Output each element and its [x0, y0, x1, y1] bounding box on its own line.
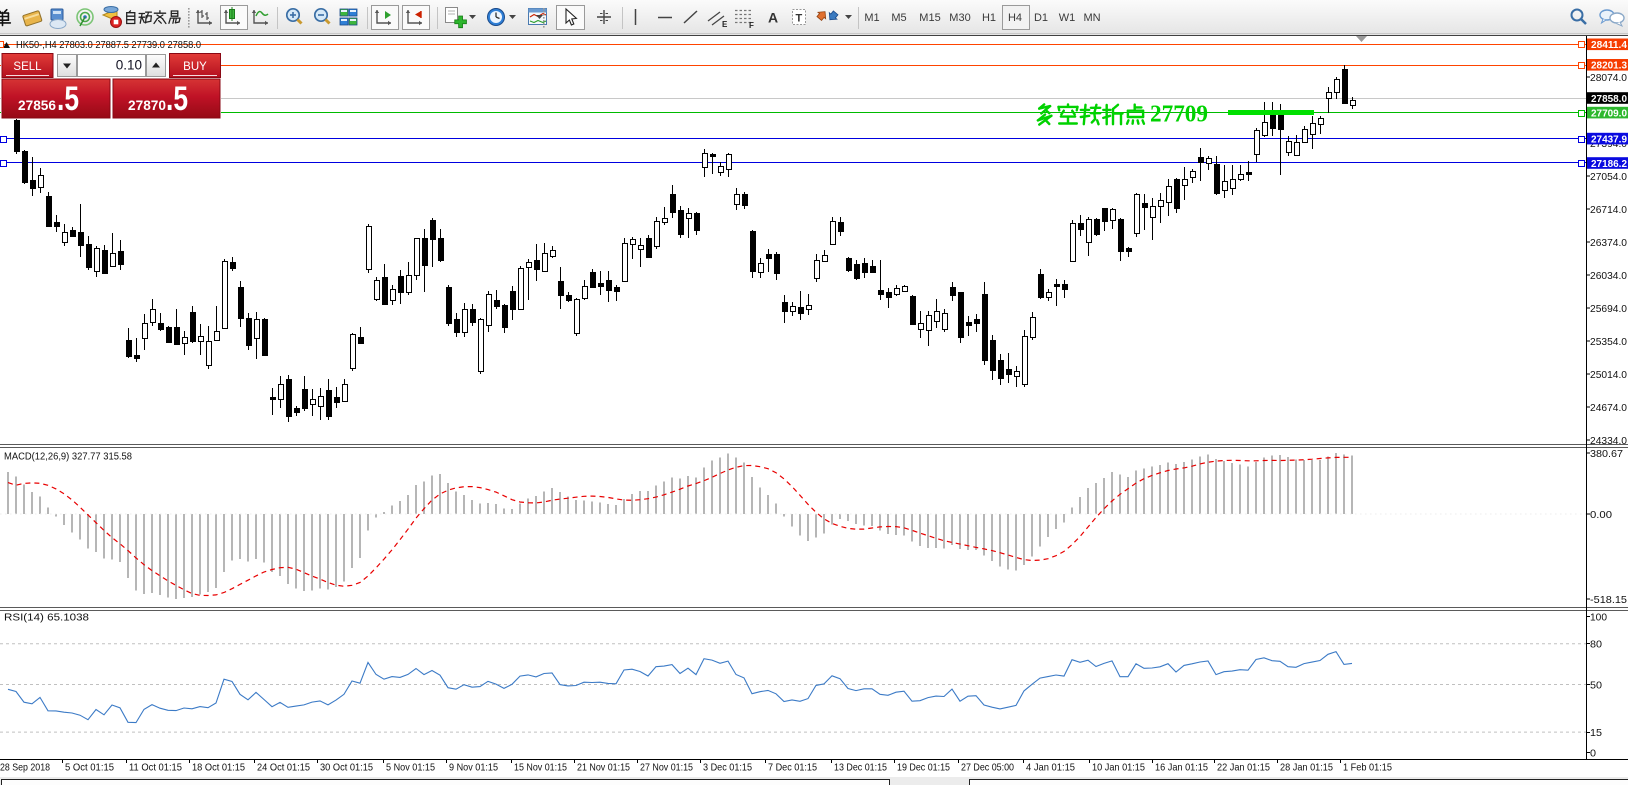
svg-text:0.00: 0.00	[1590, 509, 1612, 521]
svg-text:W1: W1	[1059, 12, 1076, 24]
svg-text:27054.0: 27054.0	[1590, 171, 1627, 183]
svg-text:SELL: SELL	[13, 61, 42, 73]
svg-text:27 Dec 05:00: 27 Dec 05:00	[961, 762, 1014, 774]
svg-text:27858.0: 27858.0	[1591, 93, 1627, 105]
svg-text:24674.0: 24674.0	[1590, 402, 1627, 414]
svg-text:M1: M1	[864, 12, 879, 24]
svg-text:M15: M15	[919, 12, 940, 24]
svg-text:18 Oct 01:15: 18 Oct 01:15	[192, 762, 245, 774]
svg-text:100: 100	[1590, 611, 1607, 623]
svg-text:27 Nov 01:15: 27 Nov 01:15	[640, 762, 693, 774]
svg-text:9 Nov 01:15: 9 Nov 01:15	[449, 762, 498, 774]
svg-text:27186.2: 27186.2	[1591, 158, 1627, 170]
svg-text:11 Oct 01:15: 11 Oct 01:15	[129, 762, 182, 774]
svg-text:7 Dec 01:15: 7 Dec 01:15	[768, 762, 817, 774]
svg-text:26034.0: 26034.0	[1590, 270, 1627, 282]
svg-text:M5: M5	[891, 12, 906, 24]
svg-text:27437.9: 27437.9	[1591, 134, 1627, 146]
svg-text:28074.0: 28074.0	[1590, 72, 1627, 84]
svg-text:HK50-,H4 27803.0 27887.5 2773: HK50-,H4 27803.0 27887.5 27739.0 27858.0	[16, 39, 201, 51]
svg-text:25694.0: 25694.0	[1590, 303, 1627, 315]
svg-text:A: A	[768, 10, 778, 26]
svg-text:3 Dec 01:15: 3 Dec 01:15	[703, 762, 752, 774]
svg-text:24334.0: 24334.0	[1590, 435, 1627, 447]
svg-text:50: 50	[1590, 679, 1602, 691]
svg-text:H1: H1	[982, 12, 996, 24]
svg-text:0: 0	[1590, 747, 1596, 759]
svg-text:.5: .5	[57, 80, 79, 118]
svg-text:27870: 27870	[128, 98, 166, 113]
svg-text:13 Dec 01:15: 13 Dec 01:15	[834, 762, 887, 774]
svg-text:25354.0: 25354.0	[1590, 336, 1627, 348]
svg-text:30 Oct 01:15: 30 Oct 01:15	[320, 762, 373, 774]
svg-text:10 Jan 01:15: 10 Jan 01:15	[1092, 762, 1145, 774]
svg-text:15 Nov 01:15: 15 Nov 01:15	[514, 762, 567, 774]
svg-text:M30: M30	[949, 12, 970, 24]
svg-text:MACD(12,26,9) 327.77 315.58: MACD(12,26,9) 327.77 315.58	[4, 452, 132, 463]
svg-text:BUY: BUY	[183, 61, 207, 73]
svg-text:F: F	[749, 21, 754, 30]
svg-text:24 Oct 01:15: 24 Oct 01:15	[257, 762, 310, 774]
svg-text:16 Jan 01:15: 16 Jan 01:15	[1155, 762, 1208, 774]
svg-text:27709.0: 27709.0	[1591, 108, 1627, 120]
svg-text:T: T	[796, 13, 803, 25]
svg-text:5 Nov 01:15: 5 Nov 01:15	[386, 762, 435, 774]
svg-text:28 Sep 2018: 28 Sep 2018	[0, 762, 50, 774]
svg-text:26374.0: 26374.0	[1590, 237, 1627, 249]
svg-text:4 Jan 01:15: 4 Jan 01:15	[1026, 762, 1075, 774]
svg-text:22 Jan 01:15: 22 Jan 01:15	[1217, 762, 1270, 774]
svg-text:28 Jan 01:15: 28 Jan 01:15	[1280, 762, 1333, 774]
svg-text:D1: D1	[1034, 12, 1048, 24]
svg-text:H4: H4	[1008, 12, 1022, 24]
svg-text:380.67: 380.67	[1590, 448, 1623, 460]
svg-text:28201.3: 28201.3	[1591, 60, 1627, 72]
svg-text:80: 80	[1590, 639, 1602, 651]
svg-text:27856: 27856	[18, 98, 56, 113]
svg-text:26714.0: 26714.0	[1590, 204, 1627, 216]
svg-text:MN: MN	[1083, 12, 1100, 24]
svg-text:.5: .5	[166, 80, 188, 118]
svg-text:27709: 27709	[1150, 102, 1208, 128]
svg-text:RSI(14) 65.1038: RSI(14) 65.1038	[4, 613, 89, 624]
svg-text:19 Dec 01:15: 19 Dec 01:15	[897, 762, 950, 774]
svg-text:28411.4: 28411.4	[1591, 39, 1627, 51]
svg-text:0.10: 0.10	[116, 58, 142, 73]
svg-text:15: 15	[1590, 727, 1602, 739]
svg-text:25014.0: 25014.0	[1590, 369, 1627, 381]
svg-text:-518.15: -518.15	[1590, 594, 1627, 606]
svg-text:5 Oct 01:15: 5 Oct 01:15	[65, 762, 114, 774]
svg-text:E: E	[722, 20, 728, 29]
svg-text:21 Nov 01:15: 21 Nov 01:15	[577, 762, 630, 774]
svg-text:1 Feb 01:15: 1 Feb 01:15	[1343, 762, 1392, 774]
